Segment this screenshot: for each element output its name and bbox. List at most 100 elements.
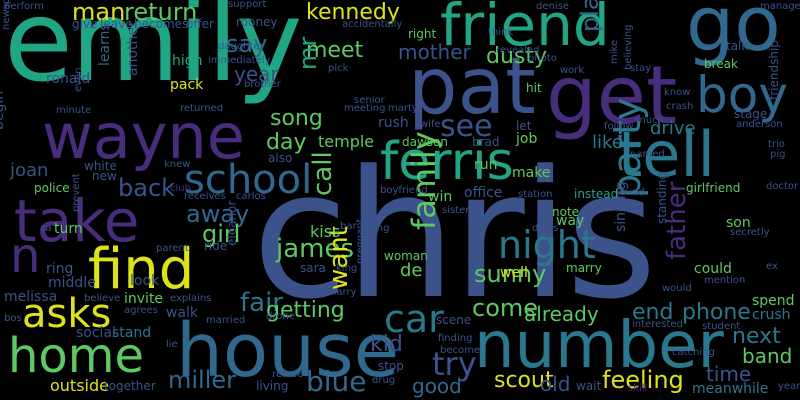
word-refuse: refuse <box>272 369 304 380</box>
word-rooney: rooney <box>236 15 278 29</box>
word-band: band <box>742 344 793 368</box>
word-boy: boy <box>696 66 788 124</box>
word-kid: kid <box>370 332 403 357</box>
word-agrees: agrees <box>124 305 158 316</box>
word-work: work <box>560 65 585 76</box>
word-plan: plan <box>576 0 604 32</box>
word-drive: drive <box>650 118 696 139</box>
word-photo: photo <box>528 53 557 64</box>
word-lie: lie <box>166 339 178 350</box>
word-kennedy: kennedy <box>306 0 400 25</box>
word-student: student <box>702 321 741 332</box>
word-school: school <box>184 157 313 203</box>
word-come: come <box>472 294 539 322</box>
word-secretly: secretly <box>730 227 770 238</box>
word-like: like <box>592 132 623 153</box>
word-ride: ride <box>204 239 228 253</box>
word-look: look <box>130 273 160 289</box>
word-begin: begin <box>0 90 7 130</box>
word-senior: senior <box>354 95 385 106</box>
word-standing: standing <box>655 171 669 224</box>
word-meeting: meeting <box>344 103 386 114</box>
word-living: living <box>256 379 289 393</box>
word-interested: interested <box>632 319 683 330</box>
word-prevent: prevent <box>71 173 82 212</box>
word-brother: brother <box>244 79 281 90</box>
word-joan: joan <box>10 160 49 181</box>
word-revealed: revealed <box>496 45 540 56</box>
word-rush: rush <box>378 115 409 131</box>
word-marry: marry <box>566 261 602 275</box>
word-catching: catching <box>672 347 715 358</box>
word-job: job <box>516 131 538 147</box>
word-number: number <box>474 309 724 383</box>
word-pick: pick <box>328 63 349 74</box>
word-mike: mike <box>609 39 620 64</box>
word-stop: stop <box>378 359 404 373</box>
word-son: son <box>726 215 751 231</box>
word-say: say <box>226 30 268 58</box>
word-minute: minute <box>56 105 92 116</box>
word-spend: spend <box>752 293 795 309</box>
word-boyfriend: boyfriend <box>380 185 428 196</box>
word-receives: receives <box>184 191 226 202</box>
word-end: end <box>632 300 674 325</box>
word-social: social <box>76 325 116 341</box>
word-know: know <box>664 87 691 98</box>
word-tell: tell <box>618 118 715 191</box>
word-follow: follow <box>604 121 634 132</box>
word-scene: scene <box>436 313 472 327</box>
word-finding: finding <box>438 333 473 344</box>
word-already: already <box>524 302 599 326</box>
word-old: old <box>540 372 571 396</box>
word-knew: knew <box>164 159 191 170</box>
word-think: think <box>488 27 514 38</box>
word-found: found <box>616 187 645 198</box>
word-davis: davis <box>532 223 559 234</box>
word-marty: marty <box>388 103 418 114</box>
word-middle: middle <box>48 275 96 291</box>
word-returned: returned <box>180 103 224 114</box>
word-mother: mother <box>398 40 471 64</box>
word-girlfriend: girlfriend <box>686 181 741 195</box>
word-temple: temple <box>318 132 375 151</box>
word-instead: instead <box>574 187 619 201</box>
word-pregnant: pregnant <box>355 218 366 264</box>
word-melissa: melissa <box>4 289 58 305</box>
word-stage: stage <box>734 107 768 121</box>
word-house: house <box>176 308 400 394</box>
word-married: married <box>206 315 246 326</box>
word-try: try <box>432 345 477 383</box>
word-find: find <box>88 237 195 302</box>
word-believe: believe <box>84 293 121 304</box>
word-year: year <box>234 62 279 86</box>
word-next: next <box>732 324 781 349</box>
word-drone: drone <box>266 311 295 322</box>
word-friend: friend <box>440 0 610 59</box>
word-king: king <box>336 263 358 274</box>
word-walk: walk <box>166 305 199 321</box>
word-harry: harry <box>330 287 357 298</box>
word-james: james <box>276 234 355 264</box>
word-talk: talk <box>726 39 749 53</box>
word-police: police <box>34 181 70 195</box>
word-sunny: sunny <box>474 260 547 288</box>
word-ferris: ferris <box>380 132 514 192</box>
word-feeling: feeling <box>602 366 684 394</box>
word-phone: phone <box>682 300 751 325</box>
word-station: station <box>518 189 553 200</box>
word-eleanor: eleanor <box>225 200 239 246</box>
word-blue: blue <box>306 365 367 398</box>
word-time: time <box>706 362 752 386</box>
word-day: day <box>266 130 307 155</box>
word-emily: emily <box>4 0 303 107</box>
word-get: get <box>546 49 678 142</box>
word-outside: outside <box>50 376 109 395</box>
word-chris: chris <box>252 133 657 338</box>
word-return: return <box>124 0 198 26</box>
word-pat: pat <box>408 42 536 132</box>
word-denise: denise <box>536 1 569 12</box>
word-mr: mr <box>294 36 322 70</box>
word-crash: crash <box>666 101 694 112</box>
word-go: go <box>686 0 781 68</box>
